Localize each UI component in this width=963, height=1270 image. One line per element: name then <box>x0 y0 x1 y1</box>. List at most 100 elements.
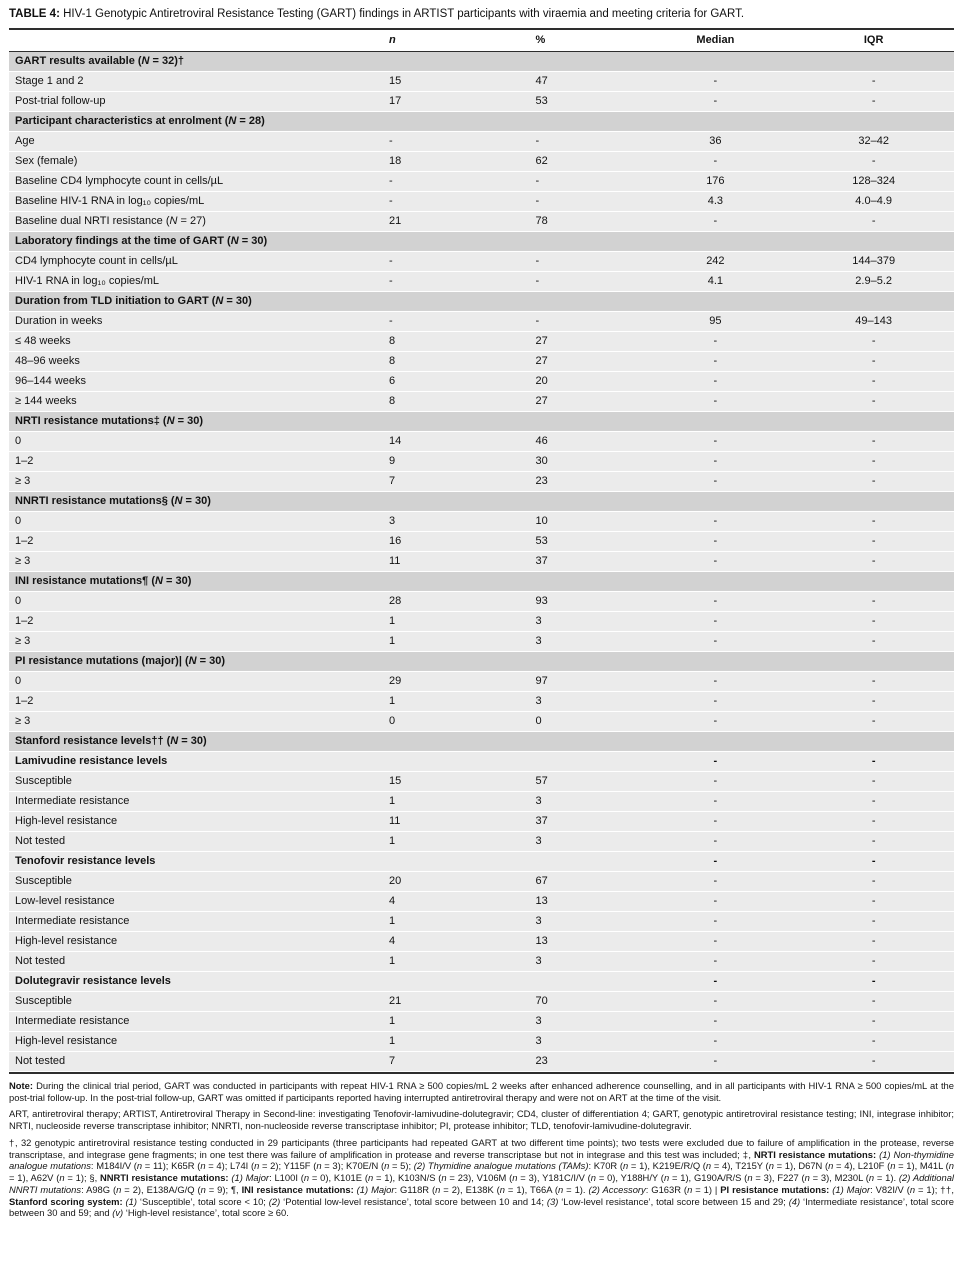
cell-n: 7 <box>389 1054 396 1067</box>
cell-median: 242 <box>706 254 725 267</box>
table-row: High-level resistance 1 3 - - <box>9 1031 954 1052</box>
cell-n: 1 <box>389 954 396 967</box>
cell-pct <box>533 232 637 251</box>
cell-iqr: - <box>871 894 876 907</box>
cell-median: - <box>713 914 718 927</box>
cell-label: 48–96 weeks <box>15 354 80 367</box>
cell-median: - <box>713 974 718 987</box>
cell-pct: 13 <box>535 934 548 947</box>
cell-iqr: - <box>871 934 876 947</box>
cell-median: - <box>713 434 718 447</box>
cell-n: 8 <box>389 354 396 367</box>
cell-label: Tenofovir resistance levels <box>15 854 156 867</box>
cell-median <box>637 412 793 431</box>
table-row: Stage 1 and 2 15 47 - - <box>9 71 954 92</box>
cell-pct: 3 <box>535 614 542 627</box>
column-header-n: n <box>389 33 396 46</box>
table-row: CD4 lymphocyte count in cells/µL - - 242 144… <box>9 251 954 272</box>
cell-iqr: - <box>871 394 876 407</box>
cell-pct: 53 <box>535 534 548 547</box>
cell-iqr <box>793 112 954 131</box>
cell-pct: - <box>535 274 540 287</box>
cell-median <box>637 52 793 71</box>
cell-n: - <box>389 314 393 327</box>
cell-pct: 13 <box>535 894 548 907</box>
section-header-row: Participant characteristics at enrolment… <box>9 111 954 132</box>
table-title: TABLE 4: HIV-1 Genotypic Antiretroviral … <box>9 7 954 22</box>
cell-iqr: - <box>871 374 876 387</box>
cell-n: 1 <box>389 1034 396 1047</box>
cell-n: 17 <box>389 94 402 107</box>
cell-n <box>387 732 533 751</box>
cell-n: - <box>389 134 393 147</box>
cell-label: PI resistance mutations (major)| (N = 30… <box>15 654 226 667</box>
cell-iqr: - <box>871 94 876 107</box>
cell-n: 4 <box>389 894 396 907</box>
cell-pct: 47 <box>535 74 548 87</box>
cell-median: 95 <box>709 314 722 327</box>
cell-n: 1 <box>389 914 396 927</box>
cell-label: Duration in weeks <box>15 314 103 327</box>
table-row: 0 14 46 - - <box>9 431 954 452</box>
cell-label: Stage 1 and 2 <box>15 74 84 87</box>
cell-median: - <box>713 534 718 547</box>
cell-median: - <box>713 874 718 887</box>
column-header-empty <box>9 30 387 51</box>
cell-pct: 20 <box>535 374 548 387</box>
table-row: 1–2 16 53 - - <box>9 531 954 552</box>
cell-median <box>637 572 793 591</box>
cell-iqr: 49–143 <box>855 314 892 327</box>
cell-label: 0 <box>15 594 22 607</box>
cell-label: Susceptible <box>15 774 72 787</box>
cell-n: 8 <box>389 394 396 407</box>
cell-median: - <box>713 834 718 847</box>
cell-pct: 3 <box>535 694 542 707</box>
cell-label: ≥ 3 <box>15 554 31 567</box>
cell-iqr <box>793 412 954 431</box>
cell-iqr <box>793 572 954 591</box>
section-header-row: PI resistance mutations (major)| (N = 30… <box>9 651 954 672</box>
cell-pct: - <box>535 134 540 147</box>
cell-n: 15 <box>389 74 402 87</box>
cell-median: - <box>713 514 718 527</box>
cell-pct: - <box>535 314 540 327</box>
cell-pct <box>533 852 637 871</box>
cell-median: - <box>713 1014 718 1027</box>
cell-iqr: - <box>871 74 876 87</box>
cell-pct: 46 <box>535 434 548 447</box>
column-header-median: Median <box>696 33 735 46</box>
cell-label: Not tested <box>15 834 66 847</box>
cell-median: - <box>713 214 718 227</box>
cell-label: Intermediate resistance <box>15 794 130 807</box>
cell-pct: 70 <box>535 994 548 1007</box>
cell-iqr: - <box>871 854 876 867</box>
cell-n: 8 <box>389 334 396 347</box>
cell-pct: - <box>535 254 540 267</box>
cell-iqr <box>793 52 954 71</box>
column-header-percent: % <box>535 33 546 46</box>
table-row: Susceptible 21 70 - - <box>9 991 954 1012</box>
cell-label: Susceptible <box>15 874 72 887</box>
table-row: ≥ 3 1 3 - - <box>9 631 954 652</box>
cell-n: 1 <box>389 834 396 847</box>
cell-iqr: - <box>871 154 876 167</box>
table-row: High-level resistance 11 37 - - <box>9 811 954 832</box>
cell-pct: 27 <box>535 394 548 407</box>
cell-iqr <box>793 492 954 511</box>
cell-n: 21 <box>389 994 402 1007</box>
cell-median <box>637 652 793 671</box>
cell-pct: 3 <box>535 914 542 927</box>
cell-n: 9 <box>389 454 396 467</box>
cell-iqr: - <box>871 714 876 727</box>
cell-pct: 3 <box>535 634 542 647</box>
cell-label: Baseline CD4 lymphocyte count in cells/µ… <box>15 174 224 187</box>
cell-n: 0 <box>389 714 396 727</box>
cell-iqr <box>793 732 954 751</box>
cell-label: High-level resistance <box>15 934 118 947</box>
cell-n <box>387 412 533 431</box>
cell-iqr <box>793 232 954 251</box>
cell-pct: 37 <box>535 554 548 567</box>
cell-pct: 3 <box>535 834 542 847</box>
cell-pct: 30 <box>535 454 548 467</box>
cell-median: - <box>713 954 718 967</box>
